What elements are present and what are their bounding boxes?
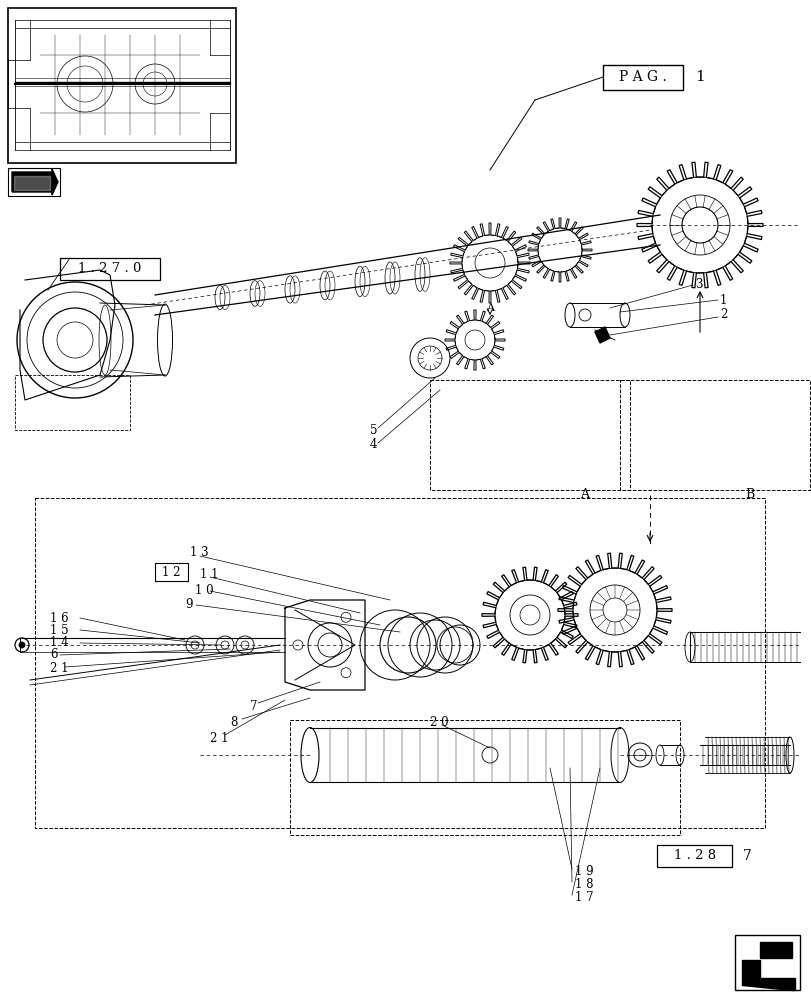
Bar — [60, 258, 160, 280]
Bar — [430, 380, 629, 490]
Text: 7: 7 — [250, 700, 257, 712]
Text: 3: 3 — [694, 278, 702, 292]
Text: 7: 7 — [742, 849, 751, 863]
Text: 1 0: 1 0 — [195, 584, 213, 596]
Text: 1 9: 1 9 — [574, 865, 593, 878]
Bar — [734, 935, 799, 990]
Bar — [620, 380, 809, 490]
Text: 1 3: 1 3 — [190, 546, 208, 560]
Bar — [603, 65, 682, 90]
Text: 2 0: 2 0 — [430, 716, 448, 728]
Text: 1 2: 1 2 — [161, 566, 180, 578]
Polygon shape — [594, 327, 609, 343]
Text: 1 . 2 7 . 0: 1 . 2 7 . 0 — [78, 262, 141, 275]
Text: 2 1: 2 1 — [50, 662, 68, 674]
Text: 2 1: 2 1 — [210, 732, 228, 744]
Text: A: A — [486, 303, 493, 313]
Text: B: B — [744, 488, 753, 502]
Bar — [35, 498, 764, 828]
Bar — [8, 8, 236, 163]
Text: A: A — [579, 488, 588, 502]
Polygon shape — [12, 169, 58, 195]
Text: 1 4: 1 4 — [50, 636, 69, 648]
Circle shape — [19, 642, 25, 648]
Text: 4: 4 — [370, 438, 377, 452]
Text: 1 6: 1 6 — [50, 611, 69, 624]
Text: 1 8: 1 8 — [574, 878, 593, 891]
Text: 1 5: 1 5 — [50, 624, 69, 637]
Text: 1 1: 1 1 — [200, 568, 218, 582]
Text: 1 . 2 8: 1 . 2 8 — [673, 849, 715, 862]
Bar — [15, 375, 130, 430]
Text: 6: 6 — [50, 648, 58, 662]
Bar — [8, 168, 60, 196]
Bar — [290, 720, 679, 835]
Polygon shape — [14, 176, 50, 190]
Bar — [656, 845, 731, 867]
Polygon shape — [759, 942, 791, 958]
Text: P A G .: P A G . — [618, 70, 666, 84]
Text: 1: 1 — [694, 70, 704, 84]
Text: 1: 1 — [719, 294, 727, 306]
Bar — [155, 563, 188, 581]
Text: 1 7: 1 7 — [574, 891, 593, 904]
Text: 5: 5 — [370, 424, 377, 436]
Text: 8: 8 — [230, 716, 237, 728]
Text: 9: 9 — [185, 598, 192, 611]
Text: 2: 2 — [719, 308, 727, 322]
Polygon shape — [741, 960, 794, 990]
